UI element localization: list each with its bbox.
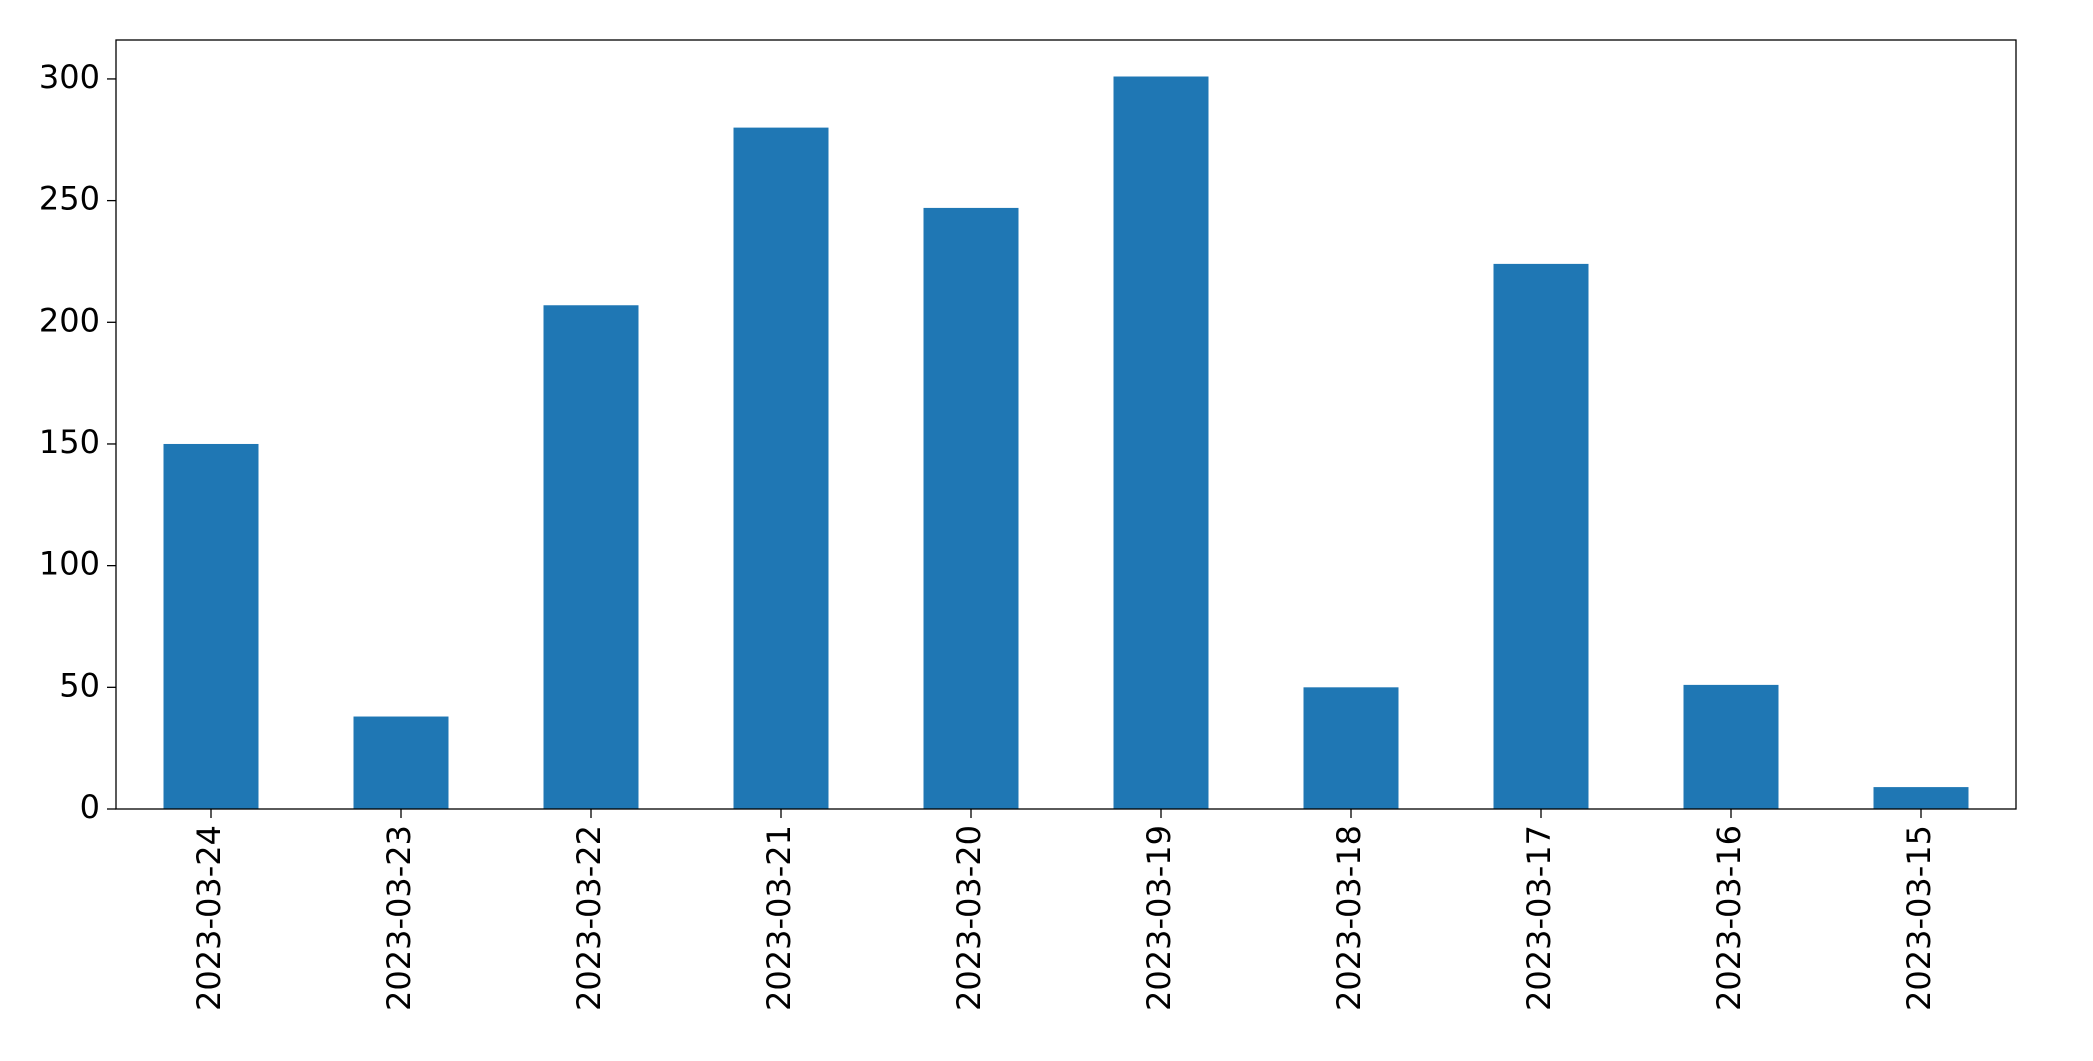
- y-tick-label: 100: [39, 545, 100, 583]
- y-tick-label: 50: [59, 666, 100, 704]
- x-tick-label: 2023-03-23: [380, 825, 418, 1011]
- bar: [1683, 684, 1779, 809]
- axes-frame: [115, 39, 2017, 810]
- x-tick-label: 2023-03-15: [1900, 825, 1938, 1011]
- bar: [1873, 787, 1969, 809]
- bar: [733, 127, 829, 809]
- bar: [353, 716, 449, 809]
- bar: [163, 443, 259, 809]
- y-tick-label: 150: [39, 423, 100, 461]
- x-tick-label: 2023-03-18: [1330, 825, 1368, 1011]
- y-tick-label: 0: [80, 788, 100, 826]
- x-tick-label: 2023-03-17: [1520, 825, 1558, 1011]
- x-tick-label: 2023-03-21: [760, 825, 798, 1011]
- bar: [1493, 263, 1589, 809]
- x-tick-label: 2023-03-20: [950, 825, 988, 1011]
- bar: [1113, 76, 1209, 809]
- x-tick-label: 2023-03-22: [570, 825, 608, 1011]
- x-tick-label: 2023-03-24: [190, 825, 228, 1011]
- y-tick-label: 250: [39, 180, 100, 218]
- x-tick-label: 2023-03-16: [1710, 825, 1748, 1011]
- bar: [923, 207, 1019, 809]
- x-tick-label: 2023-03-19: [1140, 825, 1178, 1011]
- bar: [1303, 687, 1399, 809]
- y-tick-label: 300: [39, 58, 100, 96]
- y-tick-label: 200: [39, 301, 100, 339]
- bar: [543, 305, 639, 809]
